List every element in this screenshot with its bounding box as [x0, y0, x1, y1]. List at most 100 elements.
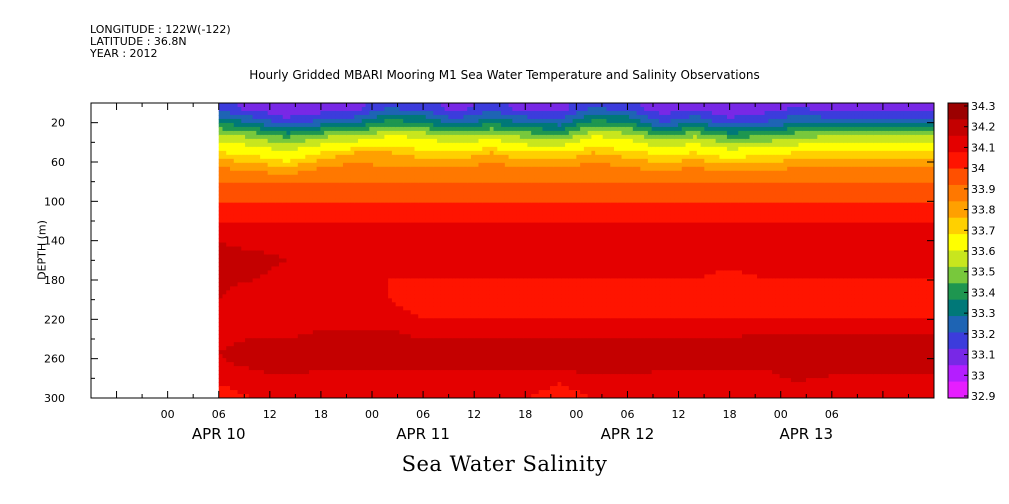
- heatmap-cell: [237, 314, 242, 319]
- heatmap-cell: [376, 334, 382, 339]
- heatmap-cell: [358, 286, 363, 291]
- heatmap-cell: [222, 134, 227, 140]
- heatmap-cell: [376, 338, 382, 343]
- heatmap-cell: [226, 130, 231, 136]
- heatmap-cell: [422, 298, 427, 303]
- heatmap-cell: [354, 386, 359, 391]
- heatmap-cell: [290, 366, 295, 371]
- heatmap-cell: [256, 254, 261, 260]
- heatmap-cell: [312, 378, 318, 383]
- heatmap-cell: [275, 314, 280, 319]
- heatmap-cell: [395, 150, 401, 156]
- heatmap-cell: [455, 246, 461, 252]
- heatmap-cell: [346, 306, 352, 311]
- heatmap-cell: [324, 198, 329, 204]
- heatmap-cell: [350, 310, 355, 315]
- heatmap-cell: [373, 274, 378, 280]
- heatmap-cell: [275, 334, 280, 339]
- heatmap-cell: [376, 390, 382, 395]
- heatmap-cell: [252, 242, 257, 248]
- heatmap-cell: [294, 226, 299, 232]
- heatmap-cell: [395, 290, 401, 295]
- heatmap-cell: [384, 334, 389, 339]
- heatmap-cell: [399, 174, 404, 180]
- heatmap-cell: [309, 114, 314, 120]
- heatmap-cell: [278, 258, 284, 264]
- heatmap-cell: [395, 306, 401, 311]
- heatmap-cell: [358, 366, 363, 371]
- heatmap-cell: [410, 258, 416, 264]
- heatmap-cell: [346, 318, 352, 323]
- heatmap-cell: [282, 322, 288, 327]
- heatmap-cell: [455, 382, 461, 387]
- heatmap-cell: [301, 134, 306, 140]
- heatmap-cell: [226, 142, 231, 148]
- heatmap-cell: [346, 134, 352, 140]
- heatmap-cell: [346, 274, 352, 280]
- heatmap-cell: [275, 282, 280, 287]
- heatmap-cell: [320, 310, 325, 315]
- heatmap-cell: [260, 166, 265, 172]
- heatmap-cell: [237, 166, 242, 172]
- heatmap-cell: [237, 103, 242, 108]
- heatmap-cell: [388, 166, 393, 172]
- heatmap-cell: [335, 230, 340, 236]
- heatmap-cell: [369, 310, 374, 315]
- heatmap-cell: [391, 182, 397, 188]
- heatmap-cell: [331, 134, 337, 140]
- heatmap-cell: [406, 258, 412, 264]
- heatmap-cell: [316, 162, 321, 168]
- heatmap-cell: [312, 118, 318, 124]
- heatmap-cell: [388, 346, 393, 351]
- year-label: YEAR : 2012: [90, 47, 158, 60]
- heatmap-cell: [437, 382, 442, 387]
- heatmap-cell: [391, 302, 397, 307]
- heatmap-cell: [376, 394, 382, 398]
- heatmap-cell: [350, 358, 355, 363]
- heatmap-cell: [294, 366, 299, 371]
- heatmap-cell: [452, 142, 457, 148]
- heatmap-cell: [470, 103, 476, 108]
- heatmap-cell: [301, 346, 306, 351]
- heatmap-cell: [410, 202, 416, 208]
- heatmap-cell: [422, 302, 427, 307]
- heatmap-cell: [414, 158, 419, 164]
- heatmap-cell: [350, 374, 355, 379]
- heatmap-cell: [422, 218, 427, 224]
- heatmap-cell: [309, 154, 314, 160]
- heatmap-cell: [263, 246, 269, 252]
- heatmap-cell: [320, 194, 325, 200]
- heatmap-cell: [414, 146, 419, 152]
- heatmap-cell: [263, 226, 269, 232]
- heatmap-cell: [425, 214, 431, 220]
- heatmap-cell: [422, 194, 427, 200]
- heatmap-cell: [433, 250, 438, 256]
- heatmap-cell: [470, 154, 476, 160]
- heatmap-cell: [361, 106, 367, 112]
- heatmap-cell: [448, 106, 453, 112]
- heatmap-cell: [286, 186, 291, 192]
- heatmap-cell: [309, 158, 314, 164]
- heatmap-cell: [448, 302, 453, 307]
- heatmap-cell: [282, 190, 288, 196]
- heatmap-cell: [294, 234, 299, 240]
- heatmap-cell: [256, 106, 261, 112]
- heatmap-cell: [429, 370, 434, 375]
- heatmap-cell: [463, 238, 468, 244]
- heatmap-cell: [309, 130, 314, 136]
- heatmap-cell: [452, 302, 457, 307]
- heatmap-cell: [222, 158, 227, 164]
- heatmap-cell: [256, 386, 261, 391]
- heatmap-cell: [275, 174, 280, 180]
- heatmap-cell: [346, 106, 352, 112]
- heatmap-cell: [290, 386, 295, 391]
- heatmap-cell: [448, 158, 453, 164]
- heatmap-cell: [335, 262, 340, 268]
- heatmap-cell: [248, 346, 254, 351]
- heatmap-cell: [406, 378, 412, 383]
- heatmap-cell: [237, 378, 242, 383]
- heatmap-cell: [248, 118, 254, 124]
- heatmap-cell: [437, 166, 442, 172]
- heatmap-cell: [339, 118, 344, 124]
- heatmap-cell: [263, 162, 269, 168]
